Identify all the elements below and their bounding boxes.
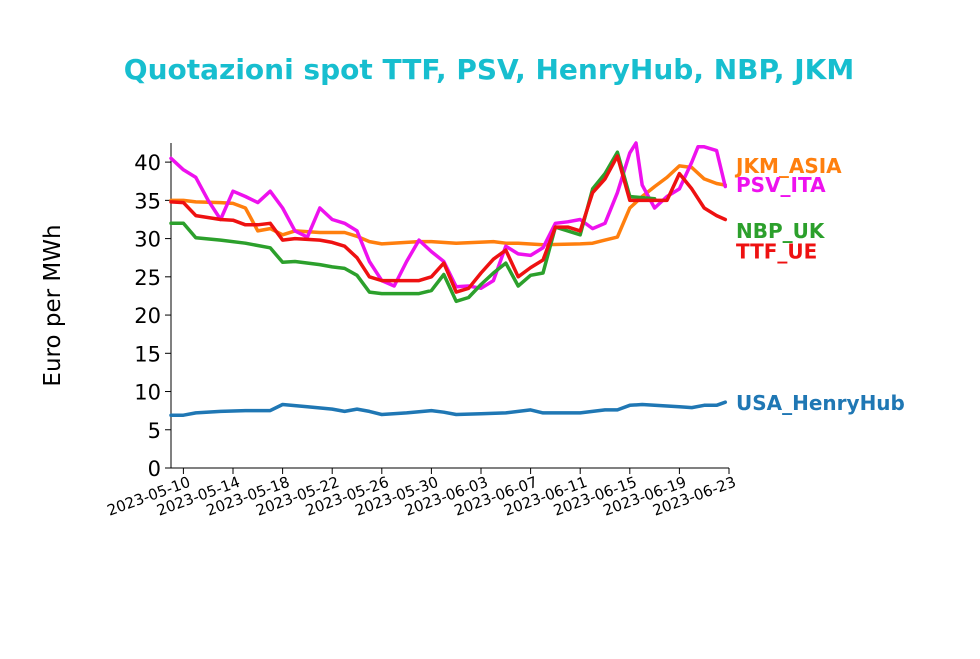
series-line-ttf-ue xyxy=(169,154,728,294)
series-label-jkm-asia: JKM_ASIA xyxy=(734,154,842,178)
series-line-nbp-uk xyxy=(169,150,657,304)
chart-title: Quotazioni spot TTF, PSV, HenryHub, NBP,… xyxy=(124,53,854,86)
y-tick-label: 30 xyxy=(134,228,161,252)
y-axis-label: Euro per MWh xyxy=(40,224,66,386)
y-tick-label: 10 xyxy=(134,381,161,405)
y-tick-label: 0 xyxy=(148,457,161,481)
series-label-nbp-uk: NBP_UK xyxy=(736,219,826,243)
series-label-usa-henryhub: USA_HenryHub xyxy=(736,391,905,415)
series-line-psv-ita xyxy=(169,141,728,291)
plot-area: 05101520253035402023-05-102023-05-142023… xyxy=(105,141,905,520)
y-tick-label: 5 xyxy=(148,419,161,443)
series-label-psv-ita: PSV_ITA xyxy=(736,173,826,197)
y-tick-label: 15 xyxy=(134,342,161,366)
y-tick-label: 25 xyxy=(134,266,161,290)
series-label-ttf-ue: TTF_UE xyxy=(736,240,817,264)
y-tick-label: 20 xyxy=(134,304,161,328)
y-tick-label: 35 xyxy=(134,189,161,213)
y-tick-label: 40 xyxy=(134,151,161,175)
series-line-usa-henryhub xyxy=(169,400,728,417)
